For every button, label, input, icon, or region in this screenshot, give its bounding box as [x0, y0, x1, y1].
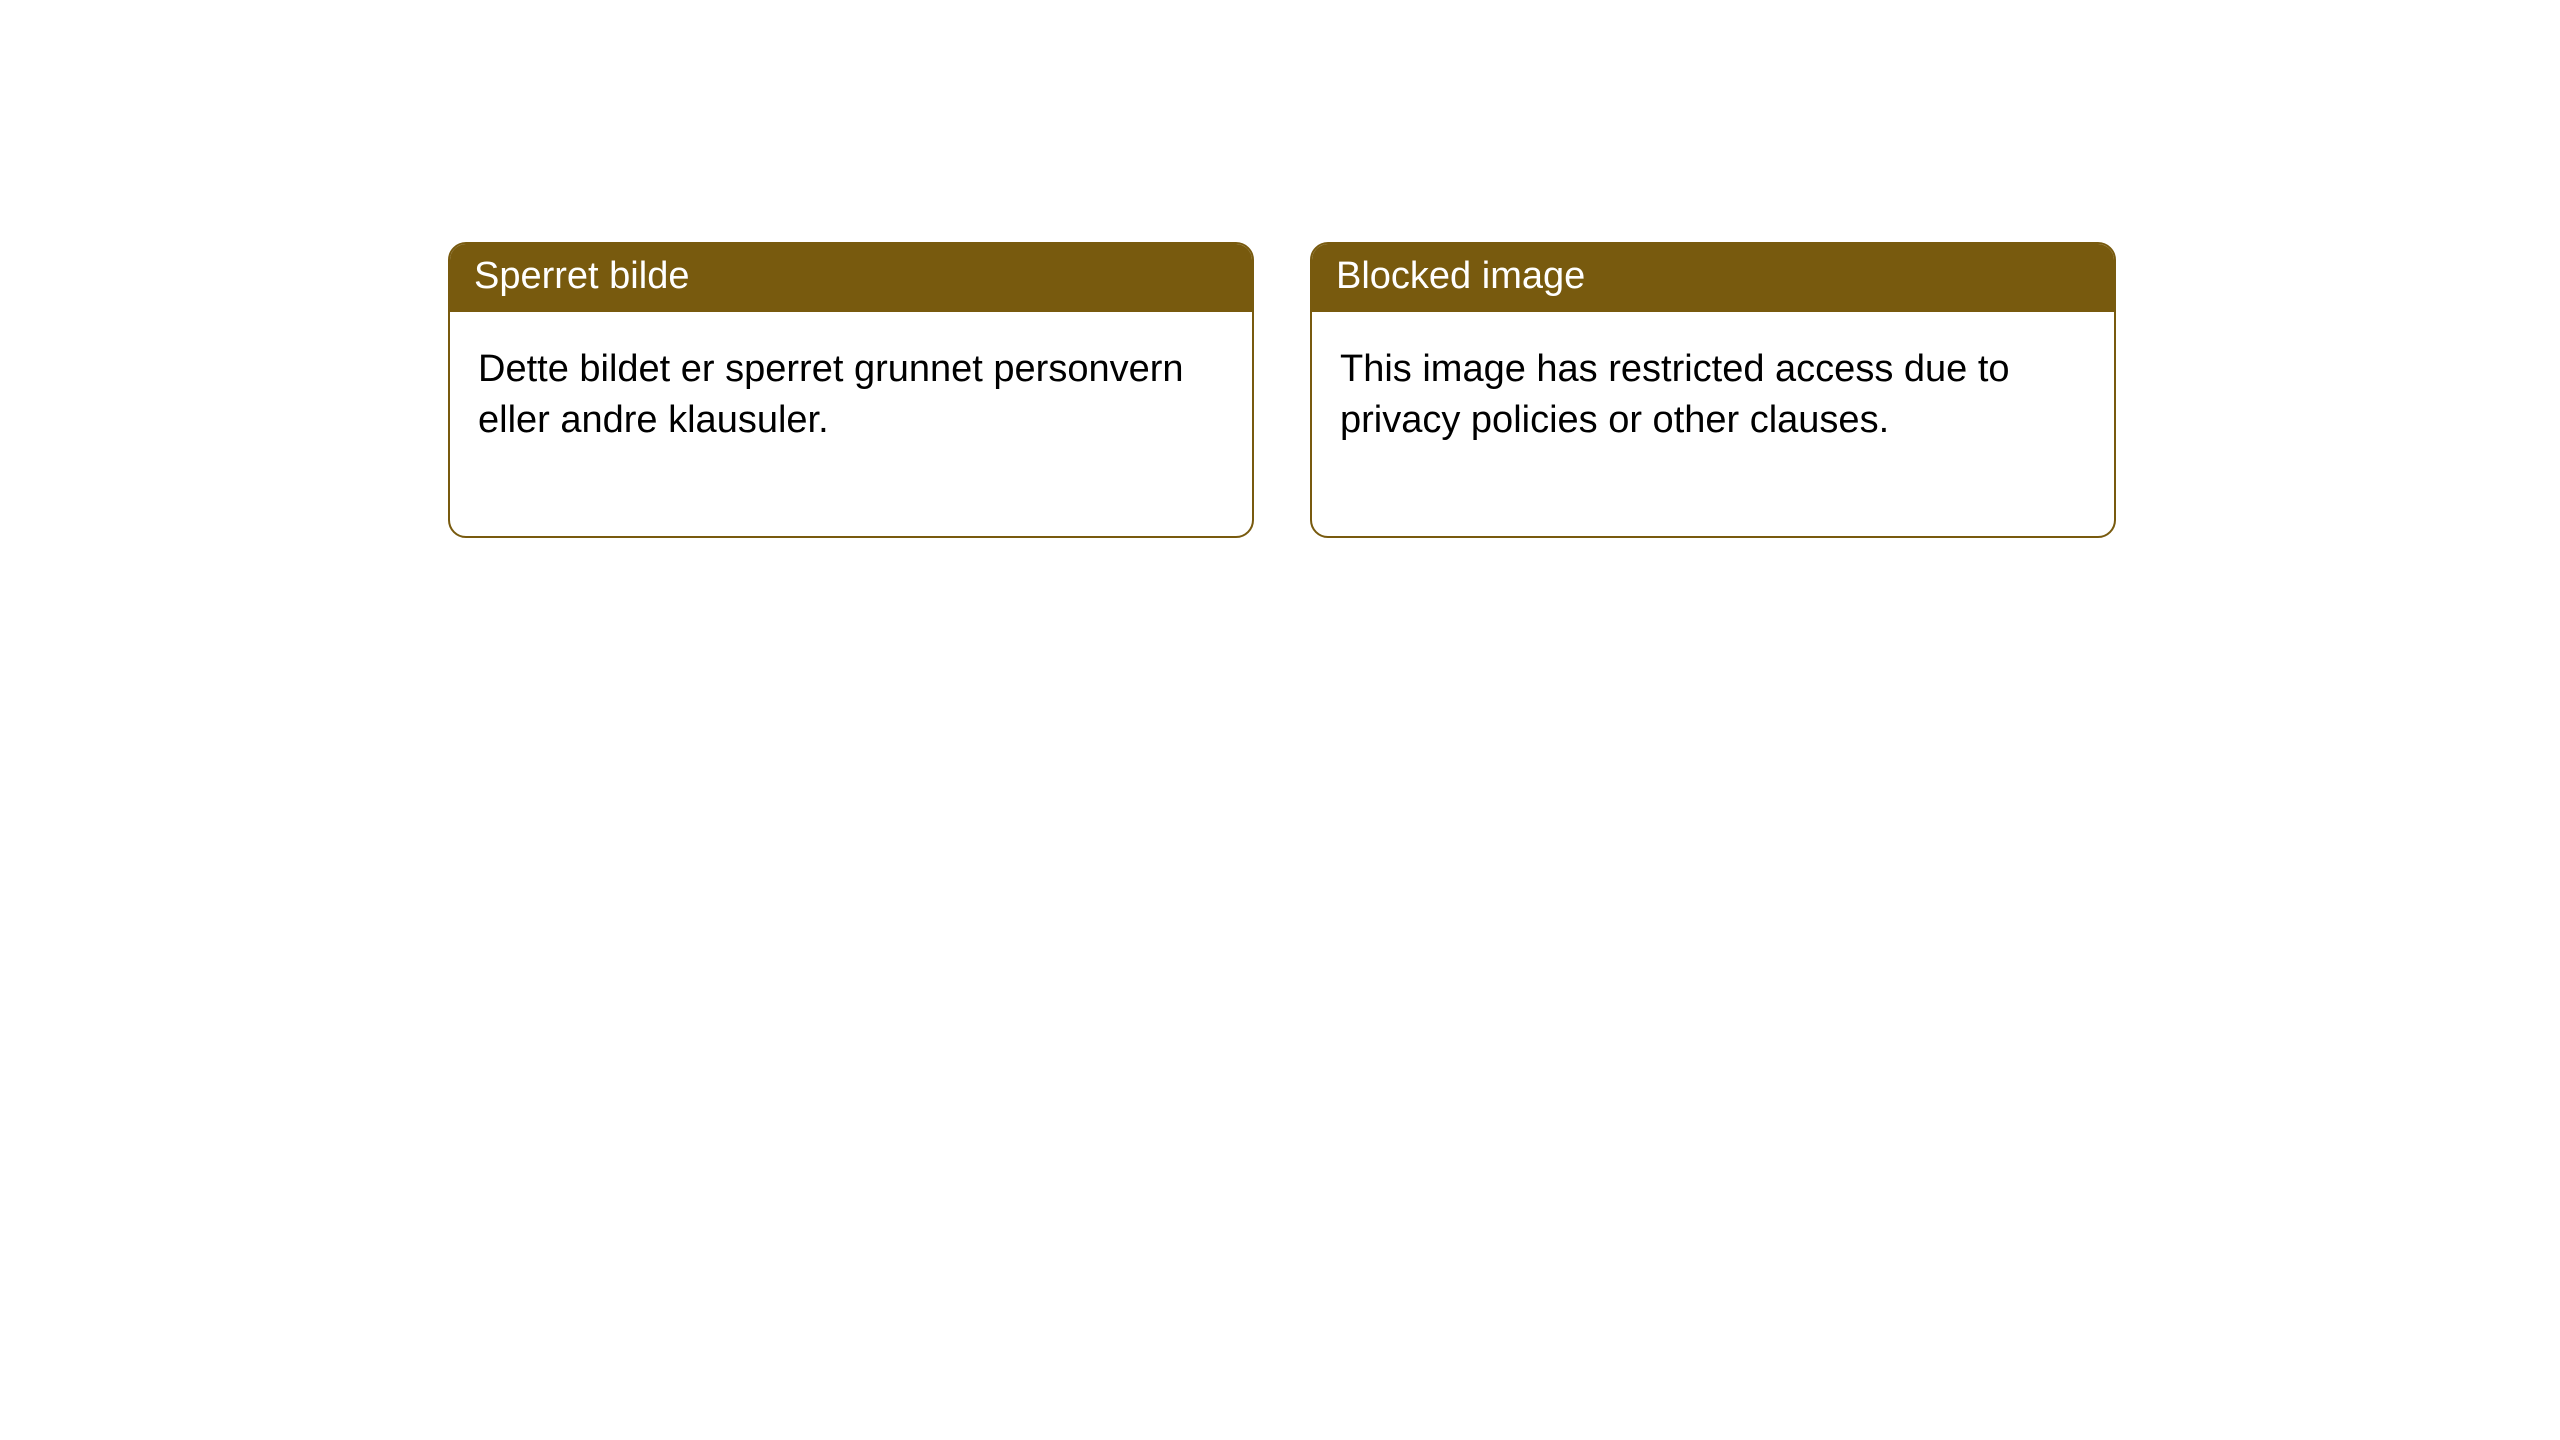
notice-card-no: Sperret bilde Dette bildet er sperret gr…: [448, 242, 1254, 538]
notice-body-no: Dette bildet er sperret grunnet personve…: [450, 312, 1252, 537]
notice-title-en: Blocked image: [1312, 244, 2114, 312]
notice-container: Sperret bilde Dette bildet er sperret gr…: [0, 0, 2560, 538]
notice-title-no: Sperret bilde: [450, 244, 1252, 312]
notice-body-en: This image has restricted access due to …: [1312, 312, 2114, 537]
notice-card-en: Blocked image This image has restricted …: [1310, 242, 2116, 538]
